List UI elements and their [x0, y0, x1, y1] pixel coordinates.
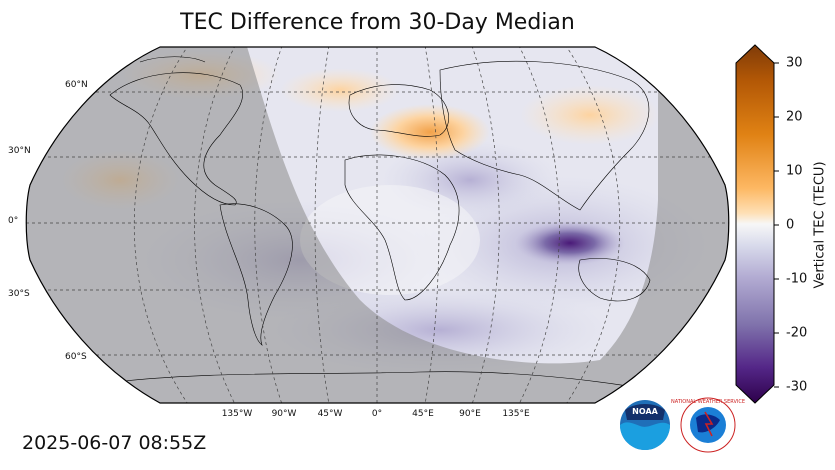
chart-title: TEC Difference from 30-Day Median — [180, 10, 575, 35]
lon-label: 45°E — [412, 409, 434, 419]
colorbar-tick: -20 — [786, 325, 808, 341]
lat-label: 60°N — [65, 80, 88, 90]
lat-label: 30°S — [8, 289, 30, 299]
positive-anomaly-middle-east — [370, 104, 490, 160]
colorbar-tick: -10 — [786, 271, 808, 287]
timestamp: 2025-06-07 08:55Z — [22, 432, 207, 454]
lon-label: 90°E — [459, 409, 481, 419]
negative-anomaly-pacific — [515, 221, 625, 265]
graticule — [26, 47, 729, 403]
lon-label: 135°E — [502, 409, 530, 419]
lat-label: 30°N — [8, 146, 31, 156]
colorbar-label: Vertical TEC (TECU) — [812, 161, 828, 289]
colorbar-tick: 10 — [786, 163, 803, 179]
colorbar-tick: 30 — [786, 55, 803, 71]
lat-label: 0° — [8, 216, 19, 226]
tec-field — [26, 47, 729, 403]
svg-text:NOAA: NOAA — [632, 407, 658, 416]
nws-logo: NATIONAL WEATHER SERVICE — [671, 397, 745, 453]
lon-label: 0° — [371, 409, 383, 419]
night-shading — [26, 47, 729, 403]
lat-label: 60°S — [65, 352, 87, 362]
colorbar-tick: -30 — [786, 379, 808, 395]
svg-text:NATIONAL WEATHER SERVICE: NATIONAL WEATHER SERVICE — [671, 399, 745, 405]
map-outline — [25, 46, 730, 404]
lon-label: 90°W — [271, 409, 297, 419]
lon-label: 135°W — [221, 409, 253, 419]
colorbar-tick: 0 — [786, 217, 795, 233]
coastlines — [89, 56, 651, 389]
lon-label: 45°W — [317, 409, 343, 419]
colorbar-tick: 20 — [786, 109, 803, 125]
colorbar — [735, 44, 779, 404]
noaa-logo: NOAA — [620, 400, 670, 450]
